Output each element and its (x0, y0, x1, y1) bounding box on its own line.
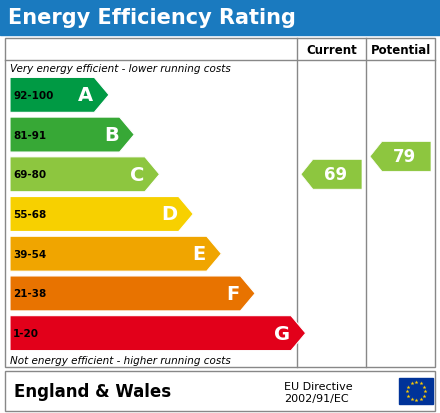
Text: A: A (78, 86, 93, 105)
Text: Energy Efficiency Rating: Energy Efficiency Rating (8, 8, 296, 28)
Polygon shape (370, 142, 431, 172)
Text: G: G (274, 324, 290, 343)
Text: E: E (192, 244, 205, 263)
Text: 69-80: 69-80 (13, 170, 46, 180)
Text: Not energy efficient - higher running costs: Not energy efficient - higher running co… (10, 355, 231, 365)
Bar (5, 39, 435, 367)
Text: EU Directive: EU Directive (284, 381, 352, 391)
Text: B: B (104, 126, 119, 145)
Polygon shape (10, 118, 134, 153)
Bar (5, 371, 435, 411)
Text: F: F (226, 284, 239, 303)
Polygon shape (10, 157, 160, 192)
Text: Very energy efficient - lower running costs: Very energy efficient - lower running co… (10, 63, 231, 74)
Text: England & Wales: England & Wales (14, 382, 171, 400)
Text: 39-54: 39-54 (13, 249, 46, 259)
Polygon shape (10, 316, 306, 351)
Bar (0, 0, 440, 36)
Text: 1-20: 1-20 (13, 328, 39, 338)
Polygon shape (301, 160, 362, 190)
Polygon shape (10, 276, 255, 311)
Text: 21-38: 21-38 (13, 289, 46, 299)
Text: 92-100: 92-100 (13, 90, 53, 101)
Text: 79: 79 (393, 148, 416, 166)
Bar (399, 378, 433, 404)
Polygon shape (10, 78, 109, 113)
Text: D: D (161, 205, 178, 224)
Text: 81-91: 81-91 (13, 130, 46, 140)
Text: 2002/91/EC: 2002/91/EC (284, 393, 348, 403)
Text: Current: Current (306, 43, 357, 56)
Polygon shape (10, 237, 221, 271)
Text: 69: 69 (324, 166, 347, 184)
Text: Potential: Potential (370, 43, 431, 56)
Text: C: C (129, 165, 144, 184)
Text: 55-68: 55-68 (13, 209, 46, 219)
Polygon shape (10, 197, 193, 232)
